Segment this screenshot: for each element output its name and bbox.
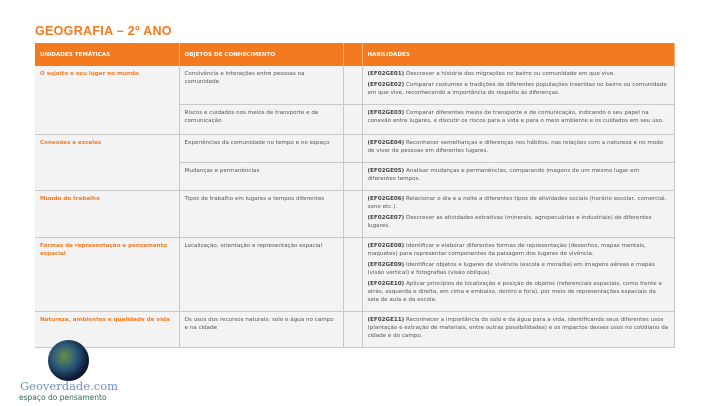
habilidade-text: Relacionar o dia e a noite a diferentes … bbox=[367, 196, 667, 210]
habilidade-code: (EF02GE01) bbox=[367, 71, 405, 77]
page-title: GEOGRAFIA – 2º ANO bbox=[35, 24, 172, 38]
objeto-conhecimento: Mudanças e permanências bbox=[179, 162, 344, 191]
habilidade: (EF02GE01) Descrever a história das migr… bbox=[368, 70, 669, 78]
header-objetos: OBJETOS DE CONHECIMENTO bbox=[179, 43, 344, 66]
habilidade: (EF02GE03) Comparar diferentes meios de … bbox=[368, 109, 669, 125]
habilidade-code: (EF02GE02) bbox=[367, 82, 405, 88]
habilidade-code: (EF02GE03) bbox=[367, 110, 405, 116]
unidade-tematica: Conexões e escalas bbox=[35, 134, 180, 191]
habilidade: (EF02GE10) Aplicar princípios de localiz… bbox=[368, 280, 669, 304]
habilidades-cell: (EF02GE01) Descrever a história das migr… bbox=[362, 66, 675, 105]
spacer-cell bbox=[343, 190, 363, 238]
habilidade-text: Identificar e elaborar diferentes formas… bbox=[367, 243, 646, 257]
habilidade-text: Comparar costumes e tradições de diferen… bbox=[367, 82, 667, 96]
unidade-tematica: O sujeito e seu lugar no mundo bbox=[35, 66, 180, 135]
habilidade-code: (EF02GE08) bbox=[367, 243, 405, 249]
habilidade: (EF02GE11) Reconhecer a importância do s… bbox=[368, 316, 669, 340]
logo-tagline: espaço do pensamento bbox=[19, 393, 107, 402]
habilidade: (EF02GE02) Comparar costumes e tradições… bbox=[368, 81, 669, 97]
habilidade: (EF02GE09) Identificar objetos e lugares… bbox=[368, 261, 669, 277]
habilidades-cell: (EF02GE04) Reconhecer semelhanças e dife… bbox=[362, 134, 675, 163]
habilidade-text: Reconhecer a importância do solo e da ág… bbox=[367, 317, 669, 339]
habilidade: (EF02GE05) Analisar mudanças e permanênc… bbox=[368, 167, 669, 183]
unidade-tematica: Formas de representação e pensamento esp… bbox=[35, 237, 180, 312]
habilidade: (EF02GE06) Relacionar o dia e a noite a … bbox=[368, 195, 669, 211]
habilidade-code: (EF02GE10) bbox=[367, 281, 405, 287]
header-habilidades: HABILIDADES bbox=[362, 43, 675, 66]
objeto-conhecimento: Os usos dos recursos naturais: solo e ág… bbox=[179, 311, 344, 348]
spacer-cell bbox=[343, 311, 363, 348]
habilidade: (EF02GE08) Identificar e elaborar difere… bbox=[368, 242, 669, 258]
habilidade-code: (EF02GE04) bbox=[367, 140, 405, 146]
objeto-conhecimento: Localização, orientação e representação … bbox=[179, 237, 344, 312]
habilidades-cell: (EF02GE11) Reconhecer a importância do s… bbox=[362, 311, 675, 348]
spacer-cell bbox=[343, 162, 363, 191]
objeto-conhecimento: Riscos e cuidados nos meios de transport… bbox=[179, 104, 344, 135]
table-row: O sujeito e seu lugar no mundo Convivênci… bbox=[35, 66, 675, 135]
header-unidades: UNIDADES TEMÁTICAS bbox=[35, 43, 180, 66]
header-spacer bbox=[343, 43, 363, 66]
habilidade-text: Aplicar princípios de localização e posi… bbox=[367, 281, 662, 303]
habilidade-text: Descrever as atividades extrativas (mine… bbox=[367, 215, 652, 229]
spacer-cell bbox=[343, 104, 363, 135]
table-row: Mundo do trabalho Tipos de trabalho em lu… bbox=[35, 190, 675, 238]
habilidade-text: Analisar mudanças e permanências, compar… bbox=[367, 168, 640, 182]
table-row: Mudanças e permanências (EF02GE05) Analis… bbox=[35, 162, 675, 191]
spacer-cell bbox=[343, 237, 363, 312]
habilidades-cell: (EF02GE05) Analisar mudanças e permanênc… bbox=[362, 162, 675, 191]
unidade-tematica: Mundo do trabalho bbox=[35, 190, 180, 238]
habilidade-text: Comparar diferentes meios de transporte … bbox=[367, 110, 664, 124]
curriculum-table: UNIDADES TEMÁTICAS OBJETOS DE CONHECIMEN… bbox=[35, 43, 675, 348]
table-row: Formas de representação e pensamento esp… bbox=[35, 237, 675, 312]
habilidades-cell: (EF02GE03) Comparar diferentes meios de … bbox=[362, 104, 675, 135]
habilidade-text: Descrever a história das migrações no ba… bbox=[404, 71, 616, 77]
objeto-conhecimento: Convivência e interações entre pessoas n… bbox=[179, 66, 344, 105]
habilidade-code: (EF02GE07) bbox=[367, 215, 405, 221]
spacer-cell bbox=[343, 134, 363, 163]
spacer-cell bbox=[343, 66, 363, 105]
habilidades-cell: (EF02GE08) Identificar e elaborar difere… bbox=[362, 237, 675, 312]
habilidade-code: (EF02GE11) bbox=[367, 317, 405, 323]
globe-icon bbox=[48, 340, 89, 381]
table-row: Natureza, ambientes e qualidade de vida O… bbox=[35, 311, 675, 348]
habilidade-text: Identificar objetos e lugares de vivênci… bbox=[367, 262, 655, 276]
table-row: Conexões e escalas Experiências da comuni… bbox=[35, 134, 675, 191]
logo-name: Geoverdade.com bbox=[20, 379, 119, 393]
habilidades-cell: (EF02GE06) Relacionar o dia e a noite a … bbox=[362, 190, 675, 238]
habilidade: (EF02GE07) Descrever as atividades extra… bbox=[368, 214, 669, 230]
habilidade: (EF02GE04) Reconhecer semelhanças e dife… bbox=[368, 139, 669, 155]
habilidade-code: (EF02GE06) bbox=[367, 196, 405, 202]
objeto-conhecimento: Tipos de trabalho em lugares e tempos di… bbox=[179, 190, 344, 238]
habilidade-code: (EF02GE05) bbox=[367, 168, 405, 174]
unidade-tematica: Natureza, ambientes e qualidade de vida bbox=[35, 311, 180, 348]
habilidade-text: Reconhecer semelhanças e diferenças nos … bbox=[367, 140, 664, 154]
objeto-conhecimento: Experiências da comunidade no tempo e no… bbox=[179, 134, 344, 163]
table-row: Riscos e cuidados nos meios de transport… bbox=[35, 104, 675, 135]
habilidade-code: (EF02GE09) bbox=[367, 262, 405, 268]
